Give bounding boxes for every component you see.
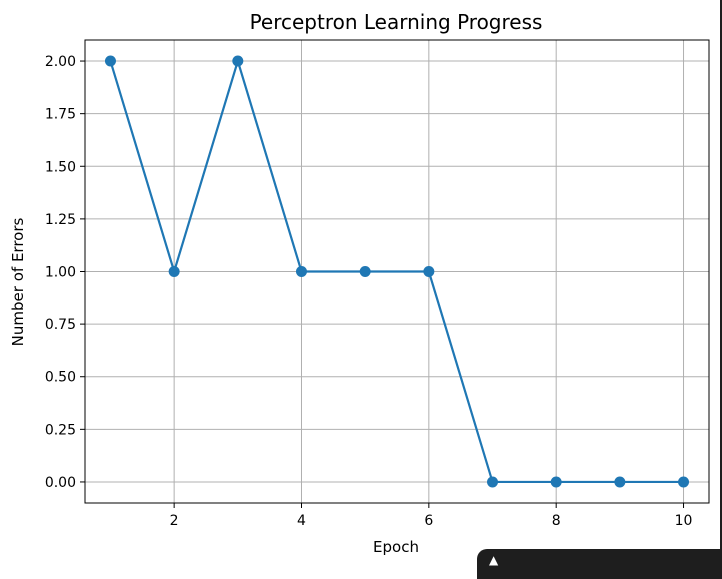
y-tick-label: 1.75: [45, 107, 76, 123]
series-line: [109, 57, 684, 484]
y-tick-label: 0.75: [45, 317, 76, 333]
y-tick-label: 1.25: [45, 212, 76, 228]
y-tick-label: 0.50: [45, 370, 76, 386]
data-point: [423, 266, 435, 277]
y-tick-label: 0.25: [45, 422, 76, 438]
x-tick-label: 8: [552, 513, 561, 529]
x-tick-label: 2: [170, 513, 179, 529]
x-tick-label: 10: [675, 513, 693, 529]
y-tick-label: 2.00: [45, 54, 76, 70]
data-point: [359, 266, 371, 277]
data-point: [614, 476, 626, 488]
data-point: [232, 55, 244, 67]
y-tick-label: 1.00: [45, 265, 76, 281]
x-axis-label: Epoch: [373, 538, 419, 556]
y-tick-label: 0.00: [45, 475, 76, 491]
series-layer: [104, 55, 690, 488]
data-point: [678, 476, 690, 488]
chart-title: Perceptron Learning Progress: [250, 10, 543, 34]
y-axis-label: Number of Errors: [9, 218, 27, 347]
data-point: [104, 55, 116, 67]
overlay-toolbar[interactable]: ▲: [477, 549, 722, 579]
data-point: [487, 476, 499, 488]
data-point: [295, 266, 307, 277]
data-point: [550, 476, 562, 488]
caret-up-icon[interactable]: ▲: [489, 553, 499, 567]
data-point: [168, 266, 180, 277]
x-tick-label: 6: [424, 513, 433, 529]
tick-layer: 2 4 6 8 10 0.00 0.25 0.50 0.75 1.00 1.25 1.50 1.75 2.…: [45, 54, 693, 529]
window-edge: [720, 0, 722, 567]
y-tick-label: 1.50: [45, 159, 76, 175]
x-tick-label: 4: [297, 513, 306, 529]
line-chart: Perceptron Learning Progress 2 4 6 8 10 0.00 0…: [9, 10, 710, 556]
